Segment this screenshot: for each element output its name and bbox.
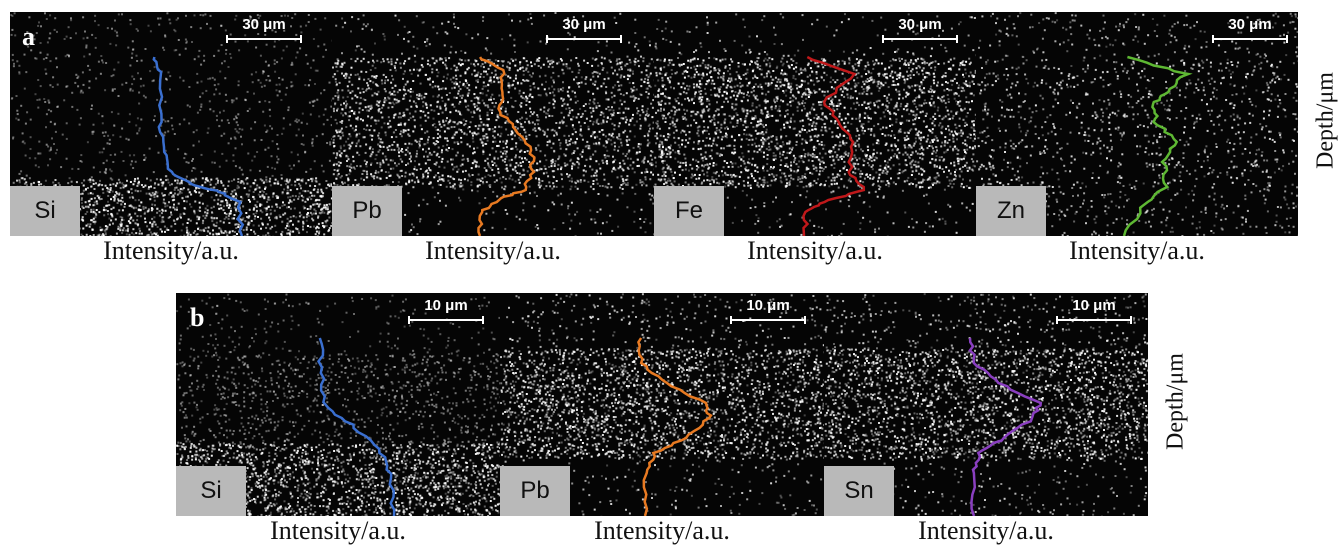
scale-bar: 30 μm bbox=[224, 16, 304, 43]
scale-bar-label: 30 μm bbox=[898, 16, 942, 33]
intensity-profile-line bbox=[637, 337, 713, 516]
x-axis-label: Intensity/a.u. bbox=[1069, 236, 1205, 265]
eds-map-a-fe: 30 μm Fe bbox=[654, 12, 976, 236]
scale-bar: 10 μm bbox=[728, 297, 808, 324]
speckle-texture bbox=[824, 293, 1148, 516]
y-axis-label: Depth/μm bbox=[1312, 72, 1339, 169]
scale-bar: 30 μm bbox=[1210, 16, 1290, 43]
scale-bar-label: 10 μm bbox=[424, 297, 468, 314]
scale-bar: 30 μm bbox=[544, 16, 624, 43]
eds-map-a-pb: 30 μm Pb bbox=[332, 12, 654, 236]
scale-bar-label: 30 μm bbox=[562, 16, 606, 33]
y-axis-label: Depth/μm bbox=[1162, 353, 1189, 450]
panel-tag-a: a bbox=[22, 22, 35, 51]
intensity-profile-line bbox=[152, 56, 245, 236]
scale-bar-label: 10 μm bbox=[746, 297, 790, 314]
element-label-si: Si bbox=[176, 466, 246, 516]
eds-map-a-zn: 30 μm Zn bbox=[976, 12, 1298, 236]
x-axis-label: Intensity/a.u. bbox=[103, 236, 239, 265]
element-label-pb: Pb bbox=[332, 186, 402, 236]
intensity-profile-line bbox=[317, 337, 396, 516]
element-label-sn: Sn bbox=[824, 466, 894, 516]
speckle-texture bbox=[176, 293, 500, 516]
intensity-profile-line bbox=[477, 56, 536, 236]
speckle-texture bbox=[10, 12, 332, 236]
element-label-pb: Pb bbox=[500, 466, 570, 516]
x-axis-label: Intensity/a.u. bbox=[594, 516, 730, 545]
intensity-profile-line bbox=[802, 55, 866, 236]
x-axis-label: Intensity/a.u. bbox=[425, 236, 561, 265]
scale-bar-label: 30 μm bbox=[1228, 16, 1272, 33]
eds-map-b-pb: 10 μm Pb bbox=[500, 293, 824, 516]
element-label-zn: Zn bbox=[976, 186, 1046, 236]
intensity-profile-line bbox=[968, 337, 1043, 516]
speckle-texture bbox=[500, 293, 824, 516]
panel-tag-b: b bbox=[190, 303, 205, 332]
eds-map-b-si: b 10 μm Si bbox=[176, 293, 500, 516]
scale-bar: 10 μm bbox=[406, 297, 486, 324]
scale-bar-label: 10 μm bbox=[1072, 297, 1116, 314]
element-label-fe: Fe bbox=[654, 186, 724, 236]
speckle-texture bbox=[654, 13, 976, 236]
intensity-profile-line bbox=[1122, 55, 1193, 236]
x-axis-label: Intensity/a.u. bbox=[918, 516, 1054, 545]
eds-map-b-sn: 10 μm Sn bbox=[824, 293, 1148, 516]
scale-bar-label: 30 μm bbox=[242, 16, 286, 33]
element-label-si: Si bbox=[10, 186, 80, 236]
scale-bar: 30 μm bbox=[880, 16, 960, 43]
eds-map-a-si: a 30 μm Si bbox=[10, 12, 332, 236]
x-axis-label: Intensity/a.u. bbox=[747, 236, 883, 265]
x-axis-label: Intensity/a.u. bbox=[270, 516, 406, 545]
speckle-texture bbox=[332, 12, 654, 236]
scale-bar: 10 μm bbox=[1054, 297, 1134, 324]
